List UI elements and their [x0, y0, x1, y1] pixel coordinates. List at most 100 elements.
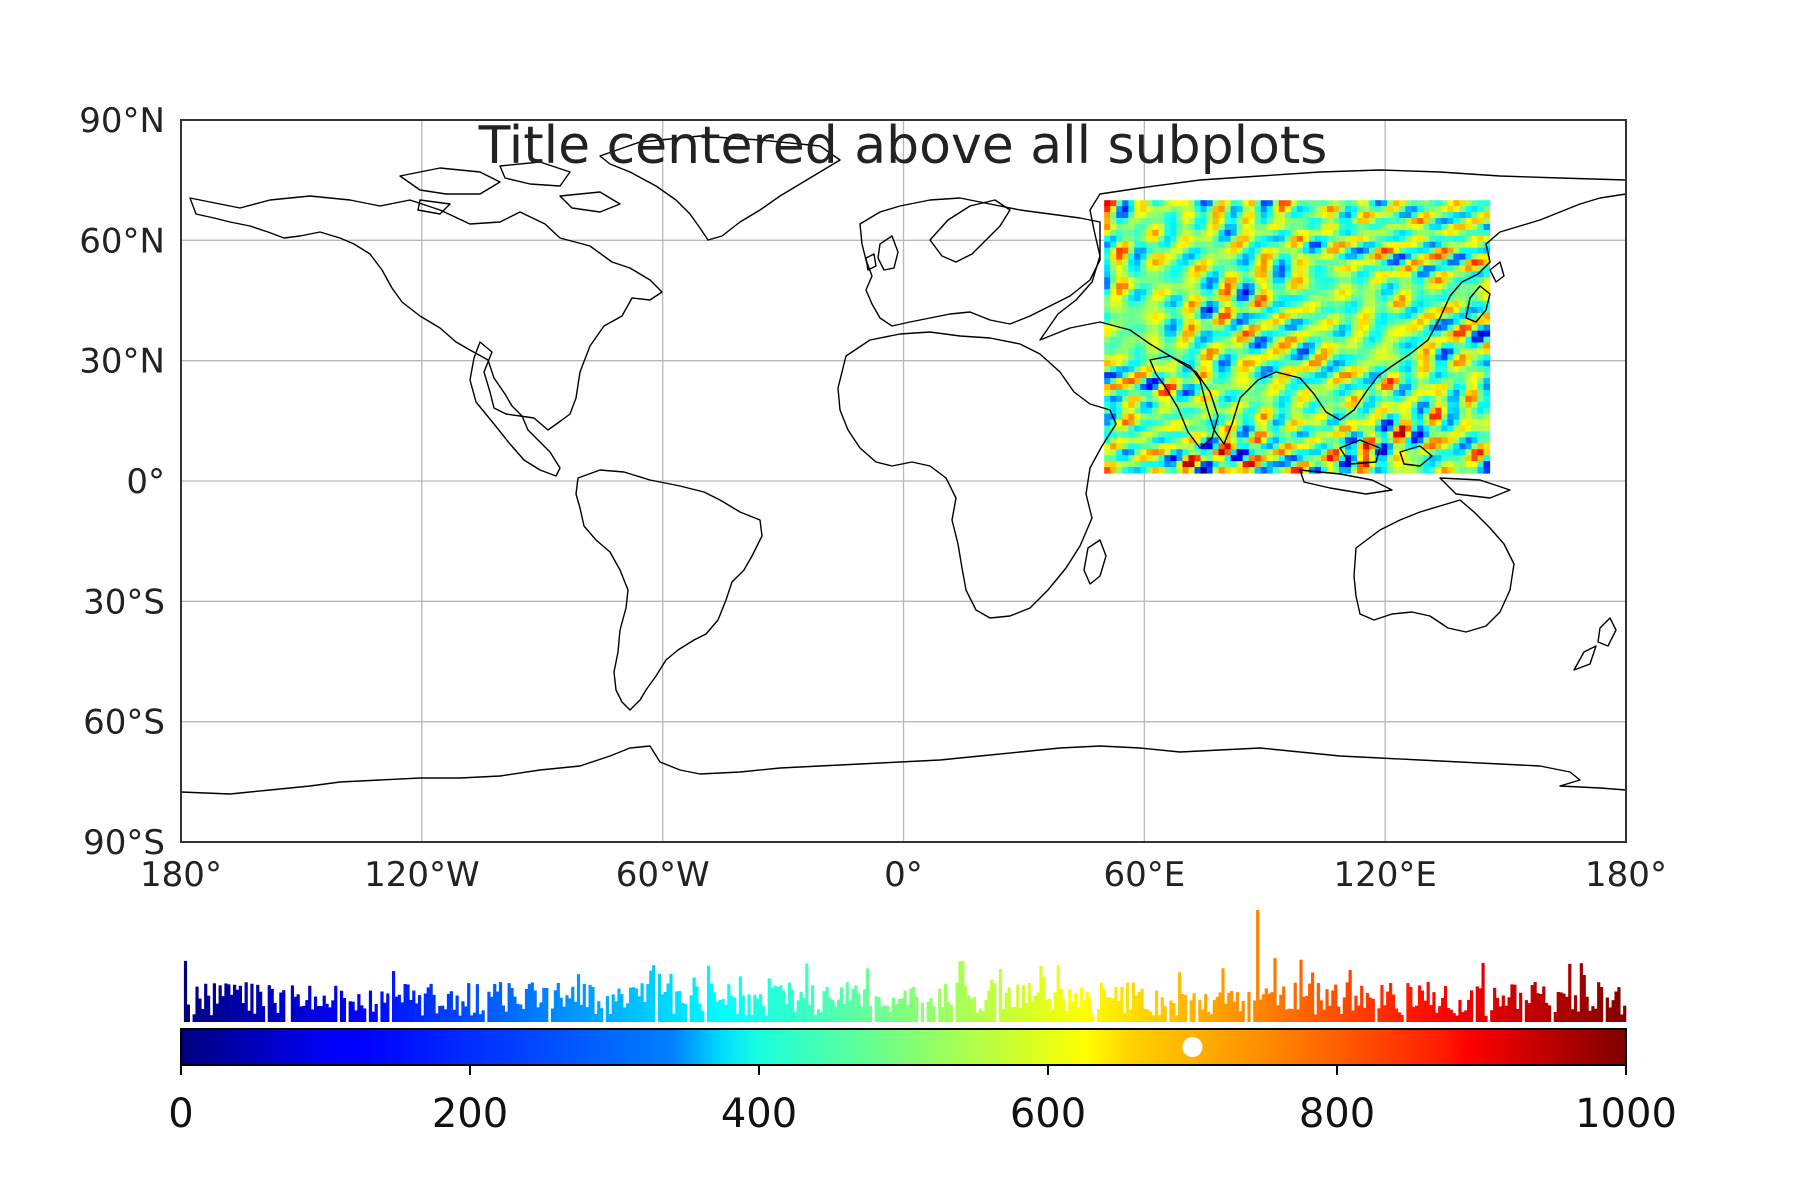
heatmap-cell: [1200, 360, 1208, 367]
colorbar-tick-label: 1000: [1575, 1091, 1677, 1137]
heatmap-cell: [1302, 372, 1310, 379]
histogram-bar: [192, 1014, 196, 1022]
histogram-bar: [998, 969, 1003, 1022]
heatmap-cell: [1158, 449, 1165, 456]
histogram-bar: [993, 983, 997, 1022]
histogram-bar: [605, 996, 610, 1022]
heatmap-cell: [1254, 271, 1262, 278]
heatmap-cell: [1242, 235, 1250, 243]
histogram-bar: [860, 1006, 864, 1022]
heatmap-cell: [1399, 318, 1406, 326]
heatmap-cell: [1483, 425, 1491, 433]
heatmap-cell: [1447, 348, 1454, 355]
heatmap-cell: [1206, 360, 1214, 367]
heatmap-cell: [1387, 212, 1394, 219]
heatmap-cell: [1110, 289, 1117, 296]
heatmap-cell: [1405, 455, 1412, 462]
heatmap-cell: [1290, 241, 1298, 249]
heatmap-cell: [1465, 336, 1473, 344]
heatmap-cell: [1339, 318, 1346, 326]
heatmap-cell: [1483, 289, 1491, 296]
heatmap-cell: [1351, 301, 1358, 308]
heatmap-cell: [1212, 372, 1220, 379]
histogram-bar: [614, 1001, 618, 1022]
heatmap-cell: [1483, 360, 1491, 367]
heatmap-cell: [1134, 401, 1141, 409]
heatmap-cell: [1158, 247, 1165, 255]
heatmap-cell: [1453, 366, 1461, 373]
histogram-bar: [588, 984, 592, 1022]
heatmap-cell: [1381, 443, 1388, 450]
heatmap-cell: [1254, 283, 1262, 290]
histogram-bar: [1325, 989, 1329, 1022]
coastline-europe: [859, 197, 1101, 327]
heatmap-cell: [1242, 449, 1250, 456]
heatmap-cell: [1459, 277, 1467, 284]
heatmap-cell: [1296, 301, 1304, 308]
heatmap-cell: [1146, 449, 1153, 456]
heatmap-cell: [1122, 372, 1129, 379]
heatmap-cell: [1236, 455, 1244, 462]
heatmap-cell: [1459, 212, 1467, 219]
heatmap-cell: [1296, 360, 1304, 367]
heatmap-cell: [1471, 200, 1479, 207]
heatmap-cell: [1465, 259, 1473, 267]
heatmap-cell: [1170, 265, 1178, 272]
heatmap-cell: [1200, 384, 1208, 391]
heatmap-cell: [1200, 301, 1208, 308]
histogram-bar: [1007, 987, 1011, 1022]
heatmap-cell: [1326, 301, 1334, 308]
heatmap-cell: [1296, 229, 1304, 237]
heatmap-cell: [1230, 407, 1238, 415]
histogram-bar: [943, 983, 948, 1022]
heatmap-cell: [1296, 366, 1304, 373]
heatmap-cell: [1447, 431, 1454, 438]
heatmap-cell: [1363, 354, 1370, 361]
heatmap-cell: [1399, 342, 1406, 350]
heatmap-cell: [1423, 384, 1430, 391]
heatmap-cell: [1351, 395, 1358, 403]
heatmap-cell: [1188, 378, 1196, 385]
heatmap-cell: [1447, 324, 1454, 332]
heatmap-cell: [1381, 212, 1388, 219]
heatmap-cell: [1182, 419, 1190, 427]
heatmap-cell: [1110, 461, 1117, 468]
histogram-bar: [724, 1004, 728, 1022]
histogram-bar: [1608, 1007, 1612, 1022]
heatmap-cell: [1332, 413, 1340, 421]
heatmap-cell: [1116, 437, 1123, 444]
heatmap-cell: [1242, 342, 1250, 350]
heatmap-cell: [1272, 212, 1280, 219]
heatmap-cell: [1236, 318, 1244, 326]
histogram-bar: [611, 994, 615, 1022]
heatmap-cell: [1206, 271, 1214, 278]
histogram-bar: [302, 1005, 306, 1022]
heatmap-cell: [1176, 301, 1184, 308]
heatmap-cell: [1194, 419, 1202, 427]
heatmap-cell: [1447, 289, 1454, 296]
heatmap-cell: [1435, 431, 1442, 438]
heatmap-cell: [1284, 301, 1292, 308]
heatmap-cell: [1332, 212, 1340, 219]
heatmap-cell: [1212, 265, 1220, 272]
histogram-bar: [522, 1009, 526, 1022]
heatmap-cell: [1218, 449, 1226, 456]
heatmap-cell: [1411, 200, 1418, 207]
heatmap-cell: [1206, 277, 1214, 284]
heatmap-cell: [1278, 389, 1286, 397]
heatmap-cell: [1326, 455, 1334, 462]
heatmap-cell: [1369, 271, 1376, 278]
heatmap-cell: [1393, 443, 1400, 450]
histogram-bar: [470, 1015, 474, 1022]
heatmap-cell: [1381, 372, 1388, 379]
heatmap-cell: [1320, 419, 1328, 427]
heatmap-cell: [1290, 312, 1298, 320]
heatmap-cell: [1230, 360, 1238, 367]
histogram-bar: [1481, 962, 1485, 1022]
heatmap-cell: [1230, 247, 1238, 255]
heatmap-cell: [1206, 372, 1214, 379]
heatmap-cell: [1278, 437, 1286, 444]
heatmap-cell: [1104, 372, 1111, 379]
heatmap-cell: [1188, 389, 1196, 397]
coastline-antarctica: [181, 745, 1626, 795]
